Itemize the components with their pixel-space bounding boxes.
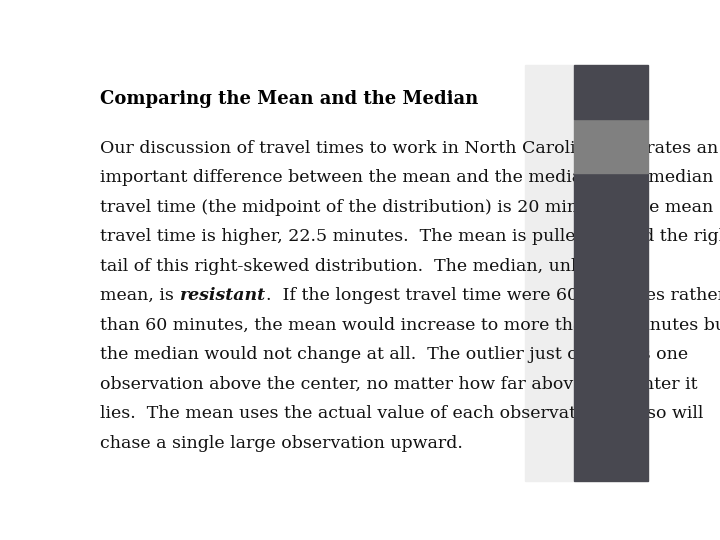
- Text: the median would not change at all.  The outlier just counts as one: the median would not change at all. The …: [100, 346, 688, 363]
- Text: lies.  The mean uses the actual value of each observation and so will: lies. The mean uses the actual value of …: [100, 406, 703, 422]
- Text: chase a single large observation upward.: chase a single large observation upward.: [100, 435, 463, 452]
- Text: observation above the center, no matter how far above the center it: observation above the center, no matter …: [100, 376, 698, 393]
- Text: travel time is higher, 22.5 minutes.  The mean is pulled toward the right: travel time is higher, 22.5 minutes. The…: [100, 228, 720, 245]
- Text: Our discussion of travel times to work in North Carolina illustrates an: Our discussion of travel times to work i…: [100, 140, 719, 157]
- Bar: [575, 65, 648, 119]
- Text: Comparing the Mean and the Median: Comparing the Mean and the Median: [100, 90, 478, 108]
- Text: .  If the longest travel time were 600 minutes rather: . If the longest travel time were 600 mi…: [266, 287, 720, 304]
- Bar: [575, 173, 648, 481]
- Text: than 60 minutes, the mean would increase to more than 58 minutes but: than 60 minutes, the mean would increase…: [100, 317, 720, 334]
- Text: mean, is: mean, is: [100, 287, 179, 304]
- Text: travel time (the midpoint of the distribution) is 20 minutes. The mean: travel time (the midpoint of the distrib…: [100, 199, 714, 215]
- Bar: [575, 119, 648, 173]
- Text: important difference between the mean and the median.  The median: important difference between the mean an…: [100, 169, 714, 186]
- Text: resistant: resistant: [179, 287, 266, 304]
- Bar: [526, 65, 575, 481]
- Text: tail of this right-skewed distribution.  The median, unlike the: tail of this right-skewed distribution. …: [100, 258, 636, 275]
